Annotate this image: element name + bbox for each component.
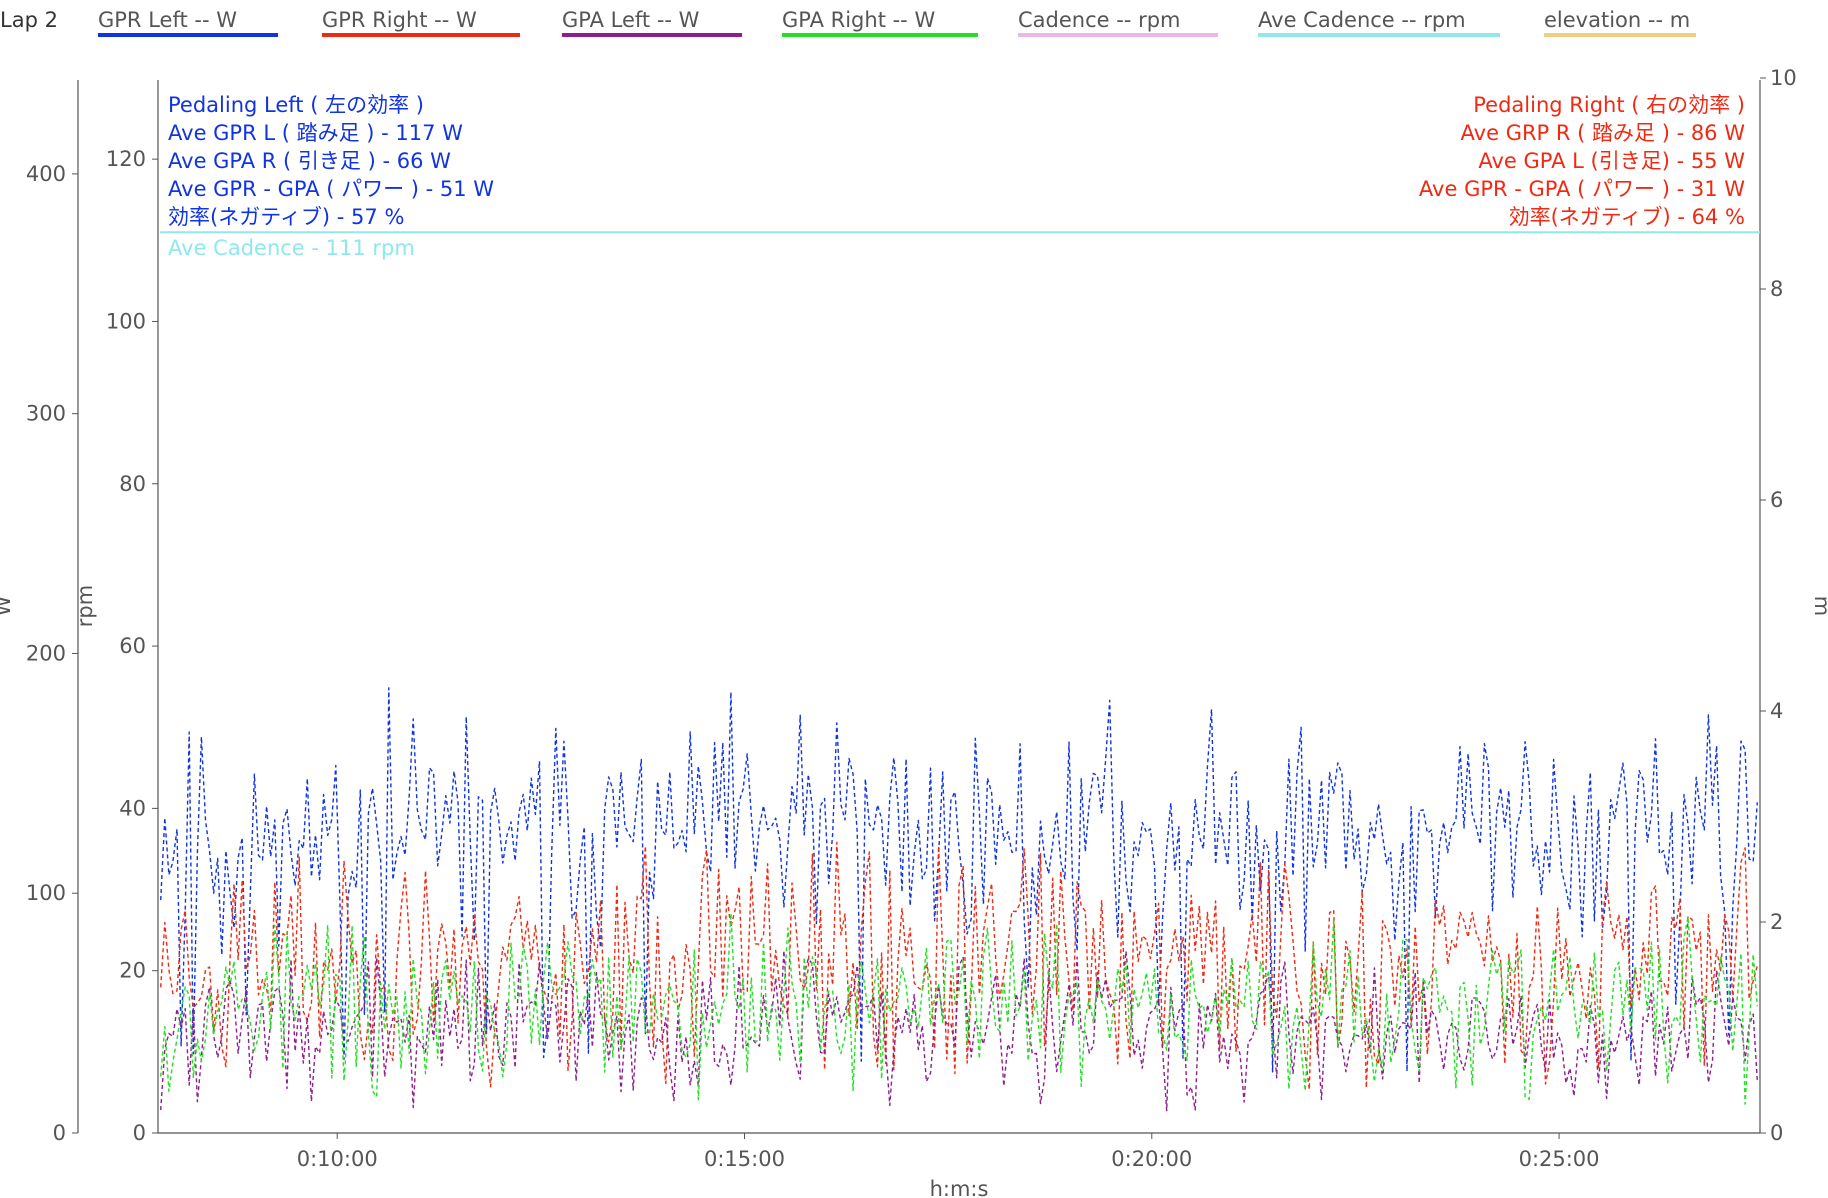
left-annotation-line: 効率(ネガティブ) - 57 % — [168, 205, 404, 229]
legend: Lap 2 GPR Left -- W GPR Right -- W GPA Lef… — [0, 0, 1828, 50]
legend-item-swatch — [1018, 33, 1218, 37]
m-tick-label: 8 — [1770, 277, 1783, 301]
rpm-tick-label: 0 — [133, 1121, 146, 1145]
m-tick-label: 0 — [1770, 1121, 1783, 1145]
series-line — [160, 841, 1758, 1091]
m-tick-label: 4 — [1770, 699, 1783, 723]
rpm-tick-label: 120 — [106, 147, 146, 171]
legend-item-swatch — [322, 33, 520, 37]
legend-item-swatch — [1258, 33, 1500, 37]
annotation-layer: Ave Cadence - 111 rpm Pedaling Left ( 左の効… — [160, 93, 1760, 260]
x-tick-label: 0:10:00 — [297, 1147, 378, 1171]
left-annotation-line: Ave GPR - GPA ( パワー ) - 51 W — [168, 177, 494, 201]
series-line — [160, 687, 1758, 1073]
series-line — [160, 912, 1758, 1105]
rpm-tick-label: 100 — [106, 309, 146, 333]
m-tick-label: 2 — [1770, 910, 1783, 934]
legend-item-label[interactable]: GPR Right -- W — [322, 8, 477, 32]
legend-item-swatch — [562, 33, 742, 37]
left-annotation-line: Ave GPR L ( 踏み足 ) - 117 W — [168, 121, 463, 145]
w-tick-label: 400 — [26, 162, 66, 186]
right-annotation-line: 効率(ネガティブ) - 64 % — [1509, 205, 1745, 229]
w-tick-label: 200 — [26, 641, 66, 665]
legend-item-label[interactable]: GPA Left -- W — [562, 8, 700, 32]
x-tick-label: 0:15:00 — [704, 1147, 785, 1171]
rpm-tick-label: 80 — [119, 472, 146, 496]
legend-item-swatch — [1544, 33, 1696, 37]
legend-item-label[interactable]: elevation -- m — [1544, 8, 1691, 32]
right-annotation-line: Pedaling Right ( 右の効率 ) — [1473, 93, 1745, 117]
series-layer — [160, 687, 1758, 1112]
ave-cadence-label: Ave Cadence - 111 rpm — [168, 236, 415, 260]
series-line — [160, 949, 1758, 1112]
legend-item-label[interactable]: Cadence -- rpm — [1018, 8, 1181, 32]
m-tick-label: 6 — [1770, 488, 1783, 512]
right-annotation-line: Ave GRP R ( 踏み足 ) - 86 W — [1461, 121, 1746, 145]
m-tick-label: 10 — [1770, 66, 1797, 90]
left-annotation-line: Ave GPA R ( 引き足 ) - 66 W — [168, 149, 451, 173]
lap-label: Lap 2 — [0, 8, 58, 32]
legend-item-swatch — [782, 33, 978, 37]
x-axis-title: h:m:s — [930, 1177, 989, 1198]
m-axis-title: m — [1810, 596, 1828, 616]
right-annotation-line: Ave GPR - GPA ( パワー ) - 31 W — [1419, 177, 1745, 201]
w-tick-label: 100 — [26, 881, 66, 905]
axes-layer: 0 100 200 300 400 0 20 40 60 80 100 120 0 2 4 6 8 10 0:10:… — [0, 66, 1828, 1198]
legend-item-swatch — [98, 33, 278, 37]
x-tick-label: 0:20:00 — [1111, 1147, 1192, 1171]
rpm-axis-title: rpm — [73, 585, 97, 627]
legend-item-label[interactable]: GPA Right -- W — [782, 8, 936, 32]
rpm-tick-label: 40 — [119, 796, 146, 820]
w-tick-label: 0 — [53, 1121, 66, 1145]
x-tick-label: 0:25:00 — [1519, 1147, 1600, 1171]
legend-item-label[interactable]: GPR Left -- W — [98, 8, 237, 32]
right-annotation-line: Ave GPA L (引き足) - 55 W — [1478, 149, 1745, 173]
rpm-tick-label: 20 — [119, 959, 146, 983]
w-axis-title: W — [0, 595, 15, 616]
legend-item-label[interactable]: Ave Cadence -- rpm — [1258, 8, 1466, 32]
w-tick-label: 300 — [26, 402, 66, 426]
rpm-tick-label: 60 — [119, 634, 146, 658]
left-annotation-line: Pedaling Left ( 左の効率 ) — [168, 93, 424, 117]
